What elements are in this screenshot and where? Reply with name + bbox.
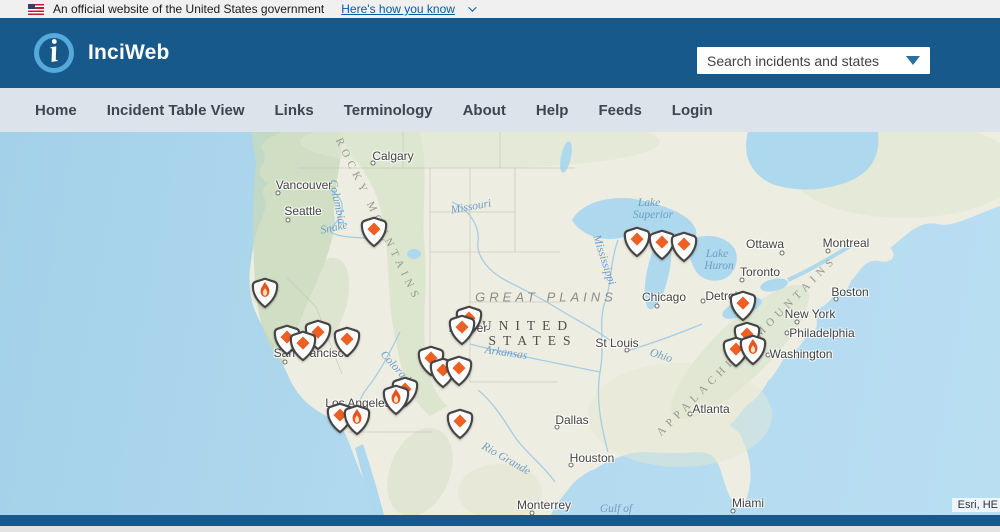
city-dot [624, 347, 630, 353]
city-dot [554, 424, 560, 430]
map-basemap [249, 132, 1000, 515]
incident-marker-diamond[interactable] [449, 315, 476, 346]
gov-banner: An official website of the United States… [0, 0, 1000, 18]
city-dot [739, 277, 745, 283]
main-nav: Home Incident Table View Links Terminolo… [0, 88, 1000, 132]
gov-banner-text: An official website of the United States… [53, 2, 325, 16]
incident-map[interactable]: ROCKY MOUNTAINS APPALACHIAN MOUNTAINS GREA… [0, 132, 1000, 515]
nav-item-feeds[interactable]: Feeds [598, 101, 642, 119]
site-header: i InciWeb Search incidents and states [0, 18, 1000, 88]
incident-marker-diamond[interactable] [730, 291, 757, 322]
incident-marker-flame[interactable] [344, 405, 371, 436]
chevron-down-icon [468, 3, 477, 12]
nav-item-help[interactable]: Help [535, 101, 569, 119]
city-dot [784, 330, 790, 336]
footer-strip [0, 526, 1000, 532]
nav-item-terminology[interactable]: Terminology [343, 101, 433, 119]
footer-bar [0, 515, 1000, 526]
city-dot [654, 303, 660, 309]
dropdown-arrow-icon [906, 56, 920, 65]
city-dot [700, 298, 706, 304]
city-dot [765, 352, 771, 358]
incident-marker-flame[interactable] [740, 335, 767, 366]
city-dot [282, 359, 288, 365]
city-dot [275, 190, 281, 196]
incident-marker-diamond[interactable] [334, 327, 361, 358]
nav-item-incident-table-view[interactable]: Incident Table View [106, 101, 245, 119]
nav-item-login[interactable]: Login [671, 101, 713, 119]
incident-marker-diamond[interactable] [361, 217, 388, 248]
incident-marker-flame[interactable] [252, 278, 279, 309]
city-dot [285, 217, 291, 223]
how-you-know-link[interactable]: Here's how you know [341, 2, 455, 16]
city-dot [779, 250, 785, 256]
incident-marker-diamond[interactable] [447, 409, 474, 440]
logo[interactable]: i InciWeb [0, 32, 170, 73]
city-dot [794, 319, 800, 325]
city-dot [529, 510, 535, 515]
city-dot [568, 462, 574, 468]
incident-marker-diamond[interactable] [446, 356, 473, 387]
site-title: InciWeb [88, 41, 170, 64]
incident-marker-flame[interactable] [383, 385, 410, 416]
map-attribution: Esri, HE [951, 498, 1000, 512]
us-flag-icon [28, 3, 44, 15]
nav-item-home[interactable]: Home [35, 101, 77, 119]
inciweb-logo-icon: i [34, 32, 74, 73]
search-combobox[interactable]: Search incidents and states [697, 47, 930, 74]
city-dot [833, 296, 839, 302]
nav-item-links[interactable]: Links [274, 101, 314, 119]
incident-marker-diamond[interactable] [671, 232, 698, 263]
incident-marker-diamond[interactable] [624, 227, 651, 258]
city-dot [825, 248, 831, 254]
city-dot [687, 411, 693, 417]
city-dot [370, 160, 376, 166]
city-dot [730, 508, 736, 514]
search-combobox-value: Search incidents and states [707, 52, 879, 69]
nav-item-about[interactable]: About [462, 101, 506, 119]
incident-marker-diamond[interactable] [290, 331, 317, 362]
